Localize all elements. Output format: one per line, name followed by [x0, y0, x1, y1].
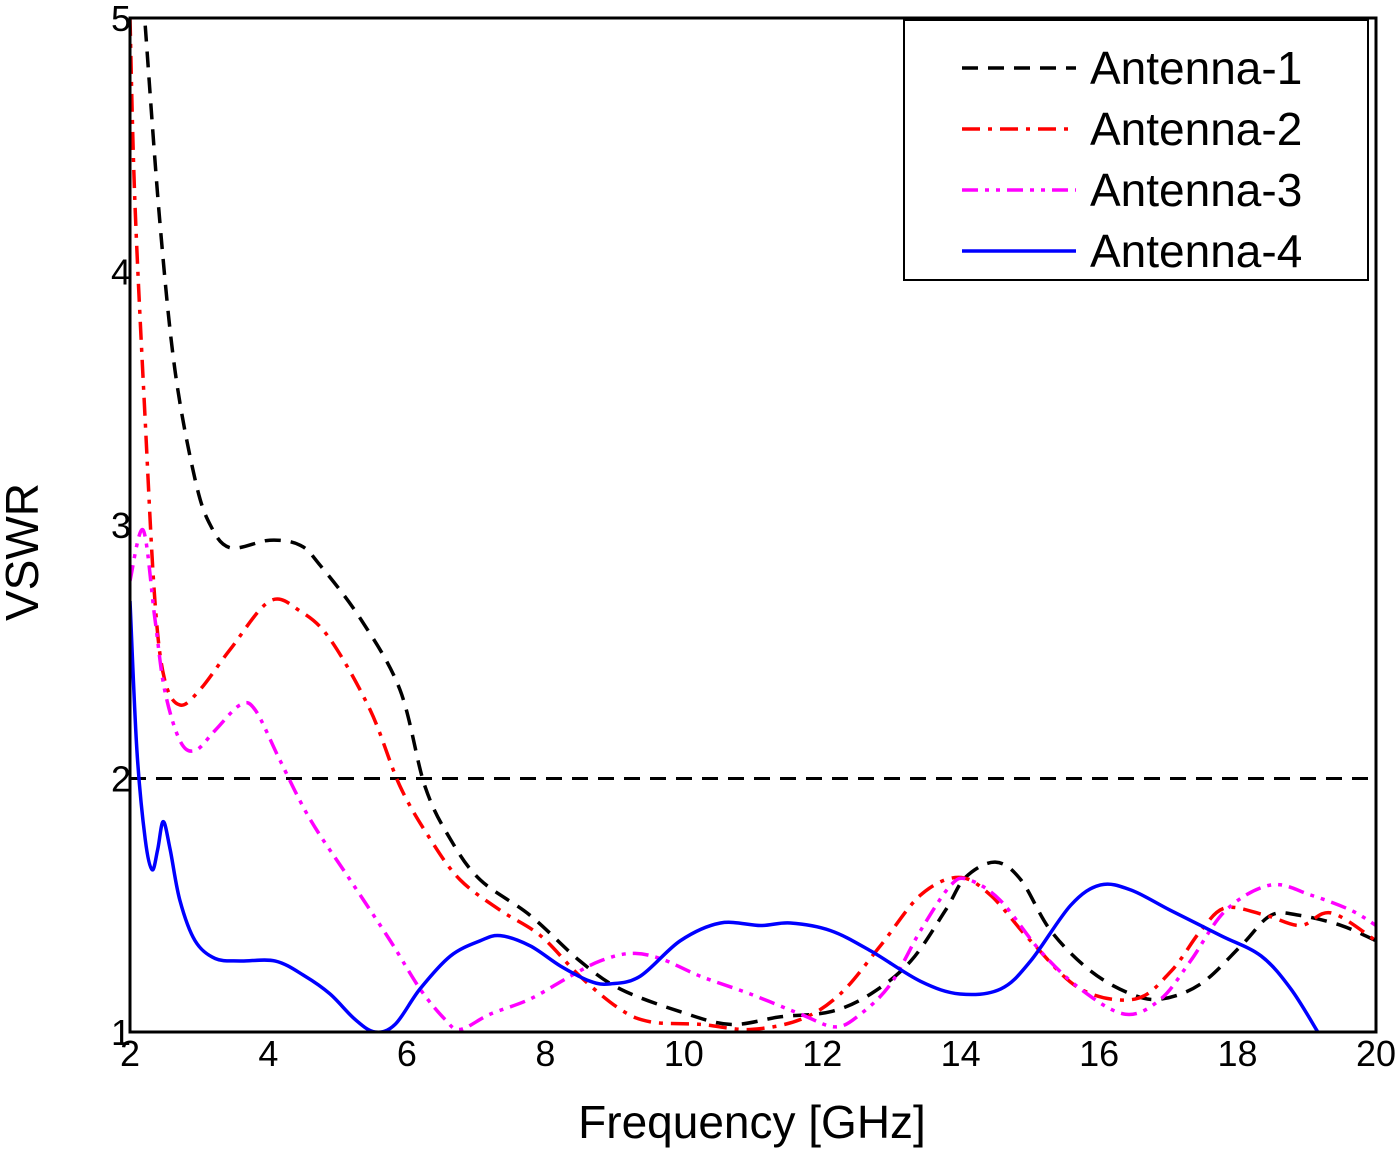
x-tick-label: 12 [802, 1033, 842, 1074]
y-tick-label: 2 [111, 759, 131, 800]
legend-label-antenna-4: Antenna-4 [1090, 225, 1302, 277]
x-tick-label: 2 [120, 1033, 140, 1074]
y-tick-label: 3 [111, 505, 131, 546]
x-tick-label: 20 [1356, 1033, 1396, 1074]
x-tick-label: 18 [1218, 1033, 1258, 1074]
legend-box [903, 19, 1369, 281]
series-line-antenna-1 [143, 25, 1376, 1027]
x-tick-label: 8 [535, 1033, 555, 1074]
y-tick-label: 1 [111, 1012, 131, 1053]
x-tick-label: 16 [1079, 1033, 1119, 1074]
x-tick-label: 14 [941, 1033, 981, 1074]
y-tick-label: 5 [111, 0, 131, 39]
plot-frame [128, 16, 1378, 1034]
legend-label-antenna-2: Antenna-2 [1090, 103, 1302, 155]
x-axis-label: Frequency [GHz] [578, 1096, 926, 1148]
x-tick-label: 4 [258, 1033, 278, 1074]
y-axis-label: VSWR [0, 483, 48, 621]
x-tick-label: 10 [664, 1033, 704, 1074]
plot-lines [130, 18, 1376, 1032]
x-tick-labels: 2 4 6 8 10 12 14 16 18 20 [120, 1033, 1396, 1074]
legend-label-antenna-1: Antenna-1 [1090, 42, 1302, 94]
series-line-antenna-2 [130, 18, 1376, 1032]
y-tick-labels: 1 2 3 4 5 [111, 0, 131, 1053]
legend: Antenna-1 Antenna-2 Antenna-3 Antenna-4 [903, 19, 1369, 281]
x-tick-label: 6 [397, 1033, 417, 1074]
series-line-antenna-4 [130, 600, 1320, 1032]
y-tick-label: 4 [111, 252, 131, 293]
series-line-antenna-3 [130, 528, 1376, 1032]
legend-label-antenna-3: Antenna-3 [1090, 164, 1302, 216]
